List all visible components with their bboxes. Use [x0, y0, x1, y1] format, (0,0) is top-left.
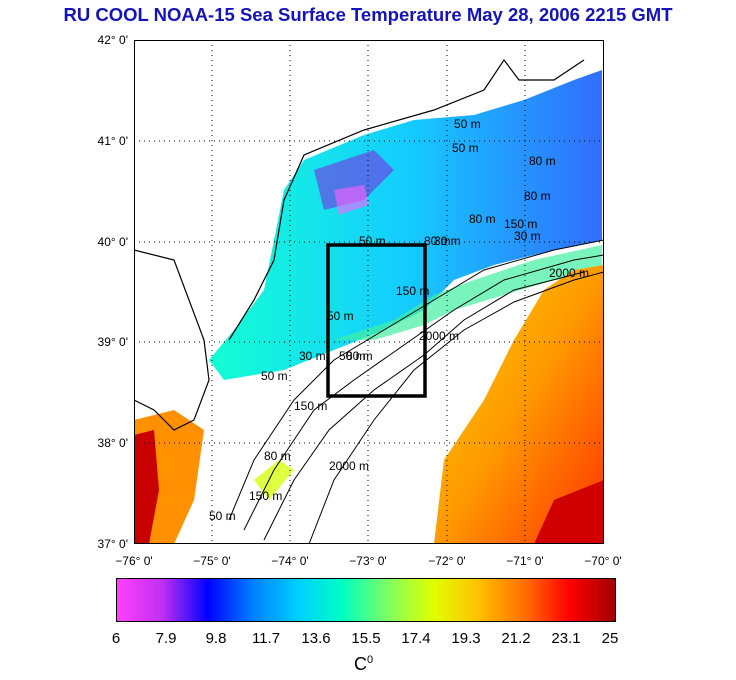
contour-depth-label: 50 m — [209, 509, 236, 523]
magenta-patches — [334, 185, 369, 215]
contour-depth-label: 80 m — [424, 234, 451, 248]
warm-water-region — [434, 265, 604, 544]
contour-depth-label: 80 m — [529, 154, 556, 168]
bathymetry-contours — [228, 239, 604, 544]
contour-depth-label: 80 m — [264, 449, 291, 463]
lat-label-38: 38° 0' — [97, 436, 128, 450]
contour-depth-label: 30 m — [299, 349, 326, 363]
contour-depth-label: 2000 m — [419, 329, 459, 343]
contour-depth-label: 50 m — [454, 117, 481, 131]
contour-depth-label: 30 m — [434, 234, 461, 248]
contour-depth-label: 80 m — [524, 189, 551, 203]
lon-label-71: −71° 0' — [506, 554, 544, 568]
contour-depth-label: 2000 m — [549, 266, 589, 280]
lat-label-37: 37° 0' — [97, 537, 128, 551]
colorbar-tick-2: 9.8 — [205, 630, 227, 647]
contour-depth-label: 50 m — [327, 309, 354, 323]
south-hot-coast — [134, 430, 159, 544]
contour-labels: 50 m50 m80 m80 m30 m80 m 150 m30 m50 m 80 … — [209, 117, 589, 523]
unit-base: C — [354, 654, 367, 674]
lon-label-73: −73° 0' — [349, 554, 387, 568]
lon-label-76: −76° 0' — [115, 554, 153, 568]
colorbar-tick-6: 17.4 — [401, 630, 431, 647]
lon-label-70: −70° 0' — [584, 554, 622, 568]
colorbar-tick-0: 6 — [111, 630, 121, 647]
sst-map: 50 m 50 m 80 m 80 m 30 m 80 m 150 m 30 m 50 m 80 … — [134, 40, 604, 544]
lon-label-75: −75° 0' — [193, 554, 231, 568]
colorbar-tick-4: 13.6 — [301, 630, 331, 647]
violet-patches — [314, 150, 394, 210]
map-title: RU COOL NOAA-15 Sea Surface Temperature … — [63, 4, 673, 25]
colorbar-tick-3: 11.7 — [251, 630, 281, 647]
lon-label-74: −74° 0' — [271, 554, 309, 568]
lat-label-40: 40° 0' — [97, 235, 128, 249]
contour-depth-label: 150 m — [504, 217, 537, 231]
contour-depth-label: 50 m — [339, 349, 366, 363]
greenish-band — [334, 245, 602, 340]
colorbar-unit: C0 — [354, 654, 373, 675]
map-frame — [134, 40, 604, 544]
lat-label-39: 39° 0' — [97, 335, 128, 349]
colorbar-tick-1: 7.9 — [155, 630, 177, 647]
unit-superscript: 0 — [367, 654, 374, 666]
colorbar-tick-10: 25 — [601, 630, 619, 647]
colorbar-tick-7: 19.3 — [451, 630, 481, 647]
cool-water-region — [209, 70, 602, 380]
contour-depth-label: 30 m — [514, 229, 541, 243]
lat-label-41: 41° 0' — [97, 134, 128, 148]
temperature-colorbar — [116, 578, 616, 622]
colorbar-tick-9: 23.1 — [551, 630, 581, 647]
lon-label-72: −72° 0' — [428, 554, 466, 568]
study-area-box — [326, 243, 427, 398]
hot-patch — [534, 480, 604, 544]
lat-lon-grid — [134, 40, 604, 544]
contour-depth-label: 150 m — [249, 489, 282, 503]
contour-depth-label: 150 m — [294, 399, 327, 413]
contour-depth-label: 50 m — [452, 141, 479, 155]
lat-label-42: 42° 0' — [97, 33, 128, 47]
contour-depth-label: 50 m — [261, 369, 288, 383]
colorbar-tick-8: 21.2 — [501, 630, 531, 647]
contour-depth-label: 2000 m — [329, 459, 369, 473]
contour-depth-label: 80 m — [346, 349, 373, 363]
contour-depth-label: 80 m — [469, 212, 496, 226]
sst-map-canvas: 50 m50 m80 m80 m30 m80 m 150 m30 m50 m 80 … — [134, 40, 604, 544]
contour-depth-label: 50 m — [359, 234, 386, 248]
colorbar-tick-5: 15.5 — [351, 630, 381, 647]
contour-depth-label: 150 m — [396, 284, 429, 298]
